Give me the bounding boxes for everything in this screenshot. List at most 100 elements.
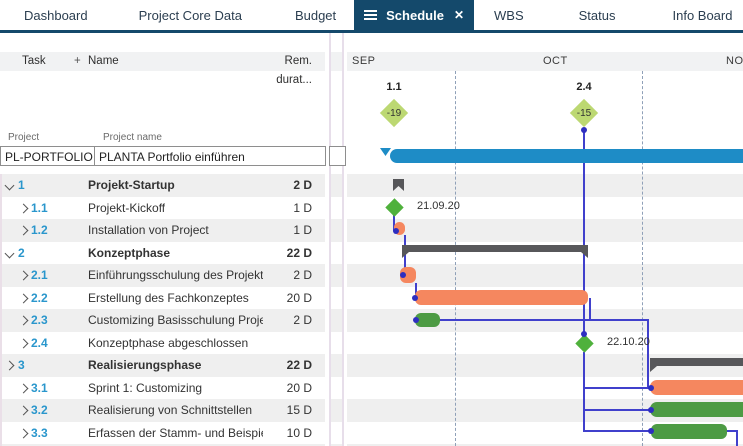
task-number[interactable]: 1.1 [31,200,48,215]
task-name[interactable]: Konzeptphase abgeschlossen [88,335,249,350]
link-node-dot [393,228,399,234]
project-name-cell[interactable]: PLANTA Portfolio einführen [95,146,326,166]
link-node-dot [581,127,587,133]
link-node-dot [581,331,587,337]
dependency-line [589,298,591,320]
gantt-bar-2.3[interactable] [415,313,440,327]
dependency-line [647,319,649,388]
task-duration: 15 D [286,403,312,417]
scale-milestone-value: -15 [576,107,592,119]
task-name[interactable]: Realisierungsphase [88,358,202,372]
task-number[interactable]: 3.2 [31,403,48,417]
link-node-dot [648,385,654,391]
task-name[interactable]: Erfassen der Stamm- und Beispiel... [88,425,263,440]
scale-milestone-diamond[interactable]: -15 [569,98,599,128]
task-name[interactable]: Konzeptphase [88,245,171,260]
gantt-bar-1.2[interactable] [394,222,405,235]
task-number[interactable]: 3.1 [31,380,48,395]
project-id-label: Project [8,132,40,143]
task-number[interactable]: 2.3 [31,313,48,327]
project-name-label: Project name [103,132,162,143]
row-stripe [0,264,743,287]
task-duration: 2 D [293,268,312,282]
add-column-button[interactable]: + [74,55,81,67]
tab-status[interactable]: Status [579,0,616,30]
gantt-bar-2.2[interactable] [415,290,588,305]
task-number[interactable]: 1.2 [31,223,48,237]
gantt-bar-3.1[interactable] [650,380,743,395]
tab-budget[interactable]: Budget [295,0,336,30]
dependency-line [583,430,651,432]
task-duration: 22 D [286,358,312,372]
task-name[interactable]: Sprint 1: Customizing [88,380,203,395]
column-separator [329,33,331,446]
tab-bar: Dashboard Project Core Data Budget Schedule… [0,0,743,33]
project-extra-cell[interactable] [329,146,346,166]
column-header-duration: Rem. durat... [276,55,312,86]
tab-wbs[interactable]: WBS [494,0,524,30]
row-stripe [0,354,743,377]
task-number[interactable]: 1 [18,178,25,192]
task-name[interactable]: Customizing Basisschulung Proje... [88,313,263,327]
column-gap [344,33,347,446]
row-stripe [0,331,743,354]
task-name[interactable]: Projekt-Kickoff [88,200,166,215]
menu-icon[interactable] [364,10,378,20]
tab-dashboard[interactable]: Dashboard [24,0,88,30]
task-name[interactable]: Erstellung des Fachkonzeptes [88,290,249,305]
dependency-line [415,283,417,298]
scale-milestone-diamond[interactable]: -19 [379,98,409,128]
task-duration: 22 D [286,245,312,260]
dependency-line [583,352,585,431]
gantt-bar-3.2[interactable] [650,402,743,417]
scale-milestone-value: -19 [386,107,402,119]
task-duration: 1 D [293,200,312,215]
task-duration: 2 D [293,178,312,192]
table-header-band [0,52,743,71]
dependency-line [583,130,585,334]
flag-icon [393,179,404,191]
task-number[interactable]: 3 [18,358,25,372]
milestone-date-label: 22.10.20 [607,336,650,348]
tab-label: Info Board [672,7,733,23]
task-number[interactable]: 2 [18,245,25,260]
month-label: SEP [352,55,376,67]
scale-milestone-task-label: 2.4 [576,81,592,93]
project-id-cell[interactable]: PL-PORTFOLIO [0,146,95,166]
close-icon[interactable]: ✕ [453,8,464,22]
column-header-name: Name [88,55,119,67]
link-node-dot [400,272,406,278]
month-label: OCT [543,55,568,67]
task-number[interactable]: 2.2 [31,290,48,305]
tab-info-board[interactable]: Info Board [672,0,732,30]
month-grid-line [455,71,456,446]
task-duration: 10 D [286,425,312,440]
tab-project-core-data[interactable]: Project Core Data [139,0,242,30]
task-name[interactable]: Realisierung von Schnittstellen [88,403,253,417]
gantt-bar-PL-PORTFOLIO[interactable] [390,149,743,163]
task-duration: 2 D [293,313,312,327]
task-number[interactable]: 2.4 [31,335,48,350]
task-number[interactable]: 3.3 [31,425,48,440]
tab-label: Schedule [386,7,444,23]
task-name[interactable]: Installation von Project [88,223,209,237]
tab-label: WBS [494,7,524,23]
task-name[interactable]: Projekt-Startup [88,178,175,192]
task-name[interactable]: Einführungsschulung des Projektt... [88,268,263,282]
column-gap [325,33,329,446]
row-stripe [0,174,743,197]
tab-label: Dashboard [24,7,88,23]
tab-label: Status [578,7,616,23]
project-start-triangle-icon [380,148,391,156]
dependency-line [583,409,651,411]
gantt-bar-3.3[interactable] [651,424,727,439]
tab-label: Project Core Data [138,7,242,23]
task-number[interactable]: 2.1 [31,268,48,282]
row-stripe [0,376,743,399]
row-stripe [0,421,743,444]
tab-schedule[interactable]: Schedule ✕ [354,0,474,30]
gantt-bar-2.1[interactable] [400,267,416,283]
dependency-line [727,430,737,432]
link-node-dot [648,407,654,413]
